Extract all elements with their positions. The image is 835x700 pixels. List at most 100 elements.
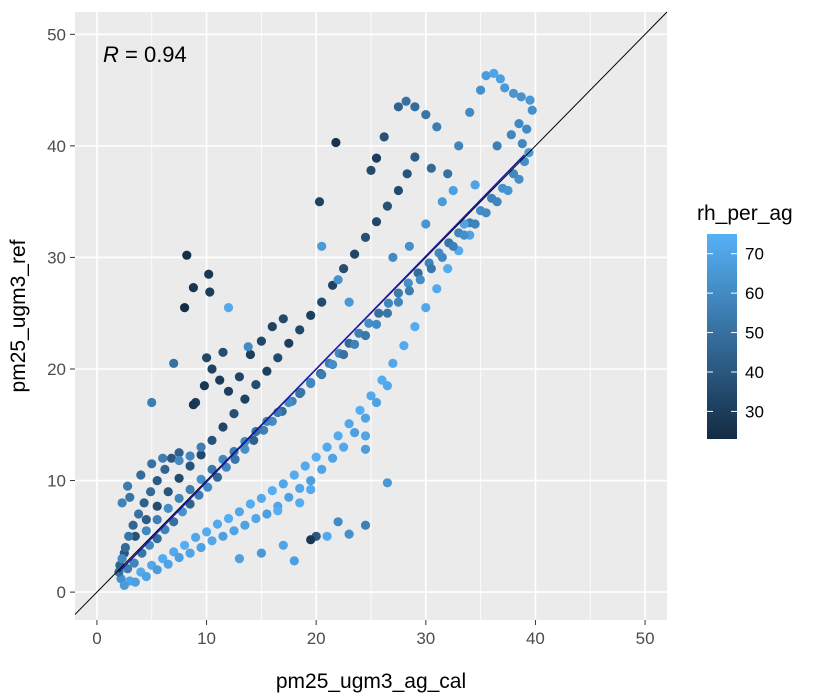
data-point [289,556,299,566]
data-point [174,448,184,458]
data-point [404,286,414,296]
data-point [284,492,294,502]
data-point [374,308,384,318]
data-point [278,540,288,550]
data-point [360,520,371,530]
data-point [218,531,228,541]
data-point [371,153,382,163]
data-point [284,338,294,348]
data-point [262,366,272,376]
data-point [163,559,173,569]
data-point [333,517,343,527]
data-point [240,520,250,530]
data-point [182,250,192,260]
data-point [229,409,239,419]
data-point [383,298,394,308]
data-point [333,431,343,441]
data-point [249,435,259,445]
data-point [256,548,266,558]
data-point [364,318,374,328]
x-tick-label: 50 [636,629,655,648]
data-point [350,339,360,349]
data-point [117,498,127,508]
data-point [278,479,288,489]
data-point [514,174,524,184]
data-point [152,501,162,511]
data-point [185,484,195,495]
data-point [218,422,228,432]
data-point [388,358,398,368]
data-point [516,92,526,102]
data-point [399,341,409,351]
data-point [388,252,398,262]
legend-ticks: 30 40 50 60 70 [707,245,764,421]
data-point [432,284,442,294]
data-point [117,554,127,564]
data-point [180,303,190,313]
data-point [230,454,240,464]
data-point [262,416,272,426]
data-point [333,275,343,285]
data-point [229,526,239,536]
data-point [152,476,162,486]
data-point [207,435,217,445]
data-point [141,571,151,582]
data-point [432,122,442,132]
y-tick-label: 20 [47,360,66,379]
data-point [350,428,360,438]
data-point [360,330,371,341]
data-point [492,141,502,151]
data-point [339,442,349,452]
data-point [306,484,316,495]
data-point [306,476,316,486]
data-point [262,509,272,519]
data-point [371,217,382,227]
data-point [130,577,140,587]
data-point [240,444,250,454]
data-point [129,558,139,568]
x-tick-label: 20 [307,629,326,648]
data-point [212,519,223,529]
data-point [470,180,480,190]
data-point [174,552,184,563]
data-point [215,375,225,385]
data-point [371,319,382,329]
data-point [174,473,184,483]
data-point [317,241,327,251]
data-point [360,232,371,242]
data-point [426,163,436,173]
data-point [218,347,228,357]
data-point [267,322,277,332]
data-point [188,283,198,293]
data-point [517,139,527,149]
data-point [147,459,157,469]
data-point [508,88,519,98]
data-point [130,531,140,541]
data-point [251,513,261,524]
data-point [421,110,431,120]
data-point [382,201,392,211]
data-point [273,353,283,363]
colorbar [707,234,737,439]
data-point [202,353,212,363]
data-point [147,397,157,408]
legend-tick-label: 30 [745,402,764,421]
data-point [163,503,173,513]
data-point [306,310,316,320]
y-tick-label: 30 [47,248,66,267]
data-point [403,278,413,288]
data-point [410,102,420,112]
data-point [366,391,376,401]
data-point [382,381,392,391]
data-point [128,520,138,530]
data-point [199,381,209,391]
data-point [229,446,239,457]
data-point [163,487,173,497]
data-point [402,169,412,179]
data-point [328,359,338,370]
data-point [306,535,316,545]
data-point [223,386,234,396]
data-point [123,481,133,491]
data-point [328,453,338,463]
data-point [295,483,305,493]
